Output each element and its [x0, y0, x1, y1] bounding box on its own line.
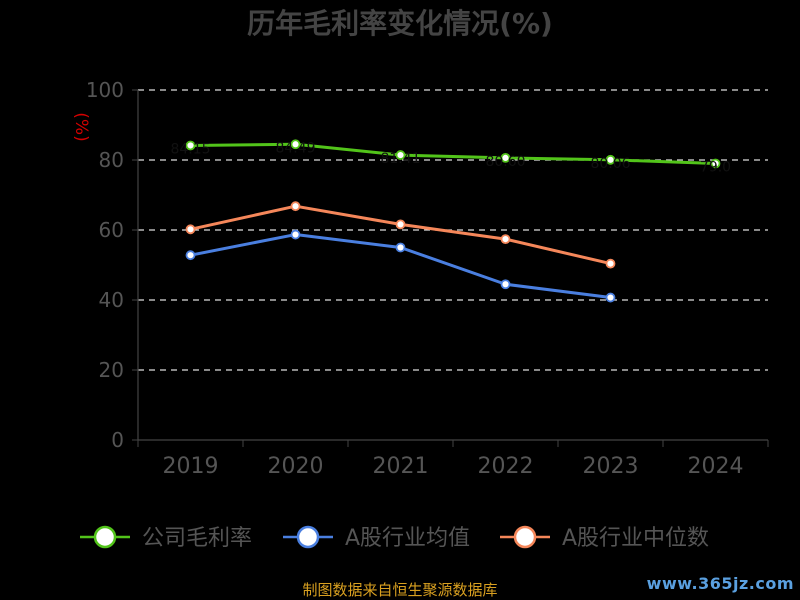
- legend-marker-0: [93, 525, 117, 549]
- x-tick-label-2022: 2022: [478, 454, 534, 479]
- data-label-0-4: 80.06: [590, 156, 630, 172]
- series-lines: [185, 139, 721, 303]
- data-source-note: 制图数据来自恒生聚源数据库: [302, 581, 498, 599]
- y-tick-label-80: 80: [99, 148, 124, 172]
- data-labels: 84.15 84.49 81.41 80.60 80.06 79.0: [170, 140, 731, 175]
- data-point-2-2: [395, 219, 406, 230]
- data-point-1-4: [605, 292, 616, 303]
- x-tick-label-2020: 2020: [268, 454, 324, 479]
- legend: 公司毛利率 A股行业均值 A股行业中位数: [80, 525, 709, 551]
- grid-lines: [138, 89, 768, 371]
- data-point-1-2: [395, 242, 406, 253]
- data-point-1-1: [290, 229, 301, 240]
- data-label-0-3: 80.60: [485, 154, 525, 170]
- data-label-0-0: 84.15: [170, 141, 210, 157]
- series-line-0: [190, 142, 716, 165]
- data-label-0-2: 81.41: [380, 151, 420, 167]
- y-tick-label-20: 20: [99, 358, 124, 382]
- x-tick-label-2019: 2019: [163, 454, 219, 479]
- legend-label-2: A股行业中位数: [562, 526, 709, 551]
- y-unit-label: (%): [71, 112, 91, 141]
- data-point-1-0: [185, 250, 196, 261]
- series-line-2: [190, 204, 611, 266]
- data-point-0-4: [605, 154, 616, 165]
- y-tick-label-100: 100: [86, 78, 124, 102]
- legend-label-1: A股行业均值: [345, 526, 470, 551]
- data-point-0-5: [710, 158, 721, 169]
- chart-title: 历年毛利率变化情况(%): [247, 7, 553, 40]
- data-point-2-0: [185, 224, 196, 235]
- y-tick-label-60: 60: [99, 218, 124, 242]
- data-point-0-0: [185, 140, 196, 151]
- data-point-2-1: [290, 201, 301, 212]
- watermark: www.365jz.com: [646, 574, 794, 593]
- y-tick-label-0: 0: [111, 428, 124, 452]
- data-point-0-1: [290, 139, 301, 150]
- legend-marker-1: [296, 525, 320, 549]
- data-point-2-4: [605, 258, 616, 269]
- data-point-2-3: [500, 234, 511, 245]
- axes: 0 20 40 60 80 100 2019 2020 2021 2022 2023 2024: [86, 78, 769, 479]
- legend-marker-2: [513, 525, 537, 549]
- data-point-1-3: [500, 279, 511, 290]
- data-label-0-5: 79.0: [700, 160, 731, 176]
- data-point-0-2: [395, 150, 406, 160]
- legend-label-0: 公司毛利率: [142, 526, 252, 551]
- data-label-0-1: 84.49: [275, 140, 315, 156]
- x-tick-label-2021: 2021: [373, 454, 429, 479]
- x-tick-label-2024: 2024: [688, 454, 744, 479]
- x-tick-label-2023: 2023: [583, 454, 639, 479]
- y-tick-label-40: 40: [99, 288, 124, 312]
- data-point-0-3: [500, 152, 511, 163]
